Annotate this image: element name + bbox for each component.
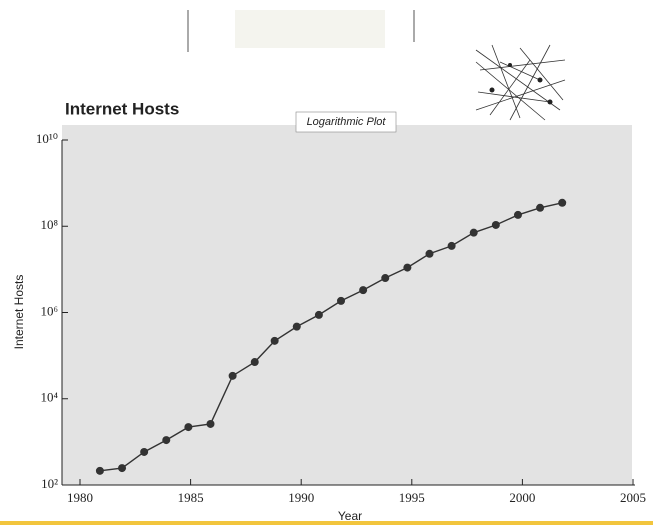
- y-tick-label: 10¹⁰: [36, 131, 58, 146]
- data-point: [270, 336, 279, 345]
- subtitle-box: [295, 111, 397, 133]
- decor-image: [235, 10, 385, 48]
- data-point: [513, 210, 522, 219]
- x-axis-label: Year: [338, 509, 362, 523]
- y-axis-label: Internet Hosts: [12, 275, 26, 350]
- data-point: [118, 464, 127, 473]
- chart-title: Internet Hosts: [65, 99, 179, 118]
- data-point: [184, 423, 193, 432]
- plot-background: [62, 125, 632, 485]
- y-tick-label: 10⁴: [40, 390, 58, 405]
- x-tick-label: 1985: [178, 490, 204, 505]
- data-line: [99, 202, 563, 472]
- data-point: [469, 228, 478, 237]
- data-point: [228, 371, 237, 380]
- data-point: [337, 296, 346, 305]
- data-point: [447, 241, 456, 250]
- x-tick-label: 1995: [399, 490, 425, 505]
- data-point: [292, 322, 301, 331]
- data-point: [140, 447, 149, 456]
- x-tick-label: 2005: [620, 490, 646, 505]
- data-point: [314, 310, 323, 319]
- chart-subtitle: Logarithmic Plot: [307, 116, 387, 128]
- network-node: [489, 87, 495, 93]
- x-tick-label: 2000: [509, 490, 535, 505]
- data-point: [536, 203, 545, 212]
- y-tick-label: 10²: [41, 476, 58, 491]
- bottom-strip: [0, 521, 653, 525]
- network-node: [508, 63, 512, 67]
- y-tick-label: 10⁸: [40, 217, 58, 232]
- network-graphic: [475, 44, 566, 121]
- data-point: [206, 419, 215, 428]
- data-point: [491, 220, 500, 229]
- x-tick-label: 1980: [67, 490, 93, 505]
- data-point: [403, 263, 412, 272]
- data-point: [162, 436, 171, 445]
- network-node: [547, 99, 553, 105]
- data-point: [425, 249, 434, 258]
- data-point: [558, 198, 567, 207]
- data-point: [359, 286, 368, 295]
- data-point: [95, 466, 104, 475]
- x-tick-label: 1990: [288, 490, 314, 505]
- y-tick-label: 10⁶: [40, 303, 58, 318]
- data-point: [381, 274, 390, 283]
- network-node: [537, 77, 543, 83]
- data-point: [250, 358, 259, 367]
